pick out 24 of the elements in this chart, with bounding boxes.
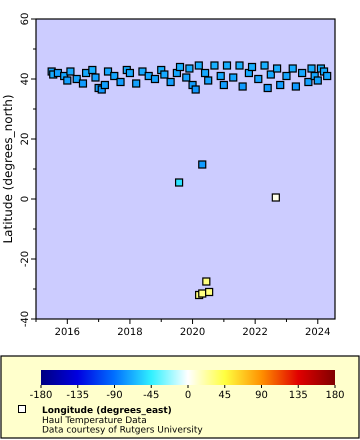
y-tick-label: 0 xyxy=(20,196,31,202)
color-bar-title: Longitude (degrees_east) xyxy=(42,406,172,416)
color-bar-label: 180 xyxy=(325,390,345,401)
color-bar-label: 135 xyxy=(288,390,308,401)
color-bar-label: 90 xyxy=(255,390,268,401)
x-tick-label: 2016 xyxy=(54,327,80,338)
color-bar-label: -135 xyxy=(66,390,90,401)
text: Haul Temperature Data xyxy=(42,416,147,426)
x-tick-label: 2022 xyxy=(242,327,268,338)
y-tick-label: 40 xyxy=(20,72,31,86)
x-tick-label: 2024 xyxy=(305,327,331,338)
y-tick-label: 20 xyxy=(20,132,31,146)
y-axis-title: Latitude (degrees_north) xyxy=(1,94,15,244)
text: Data courtesy of Rutgers University xyxy=(42,426,204,436)
color-bar-label: -180 xyxy=(30,390,52,401)
x-tick-label: 2018 xyxy=(117,327,143,338)
y-tick-label: -40 xyxy=(20,310,31,328)
color-bar-label: -45 xyxy=(143,390,160,401)
y-tick-label: 60 xyxy=(20,12,31,26)
x-tick-label: 2020 xyxy=(180,327,206,338)
color-bar-label: -90 xyxy=(106,390,123,401)
color-bar-label: 0 xyxy=(184,390,192,401)
y-tick-label: -20 xyxy=(20,250,31,268)
color-bar-label: 45 xyxy=(218,390,232,401)
